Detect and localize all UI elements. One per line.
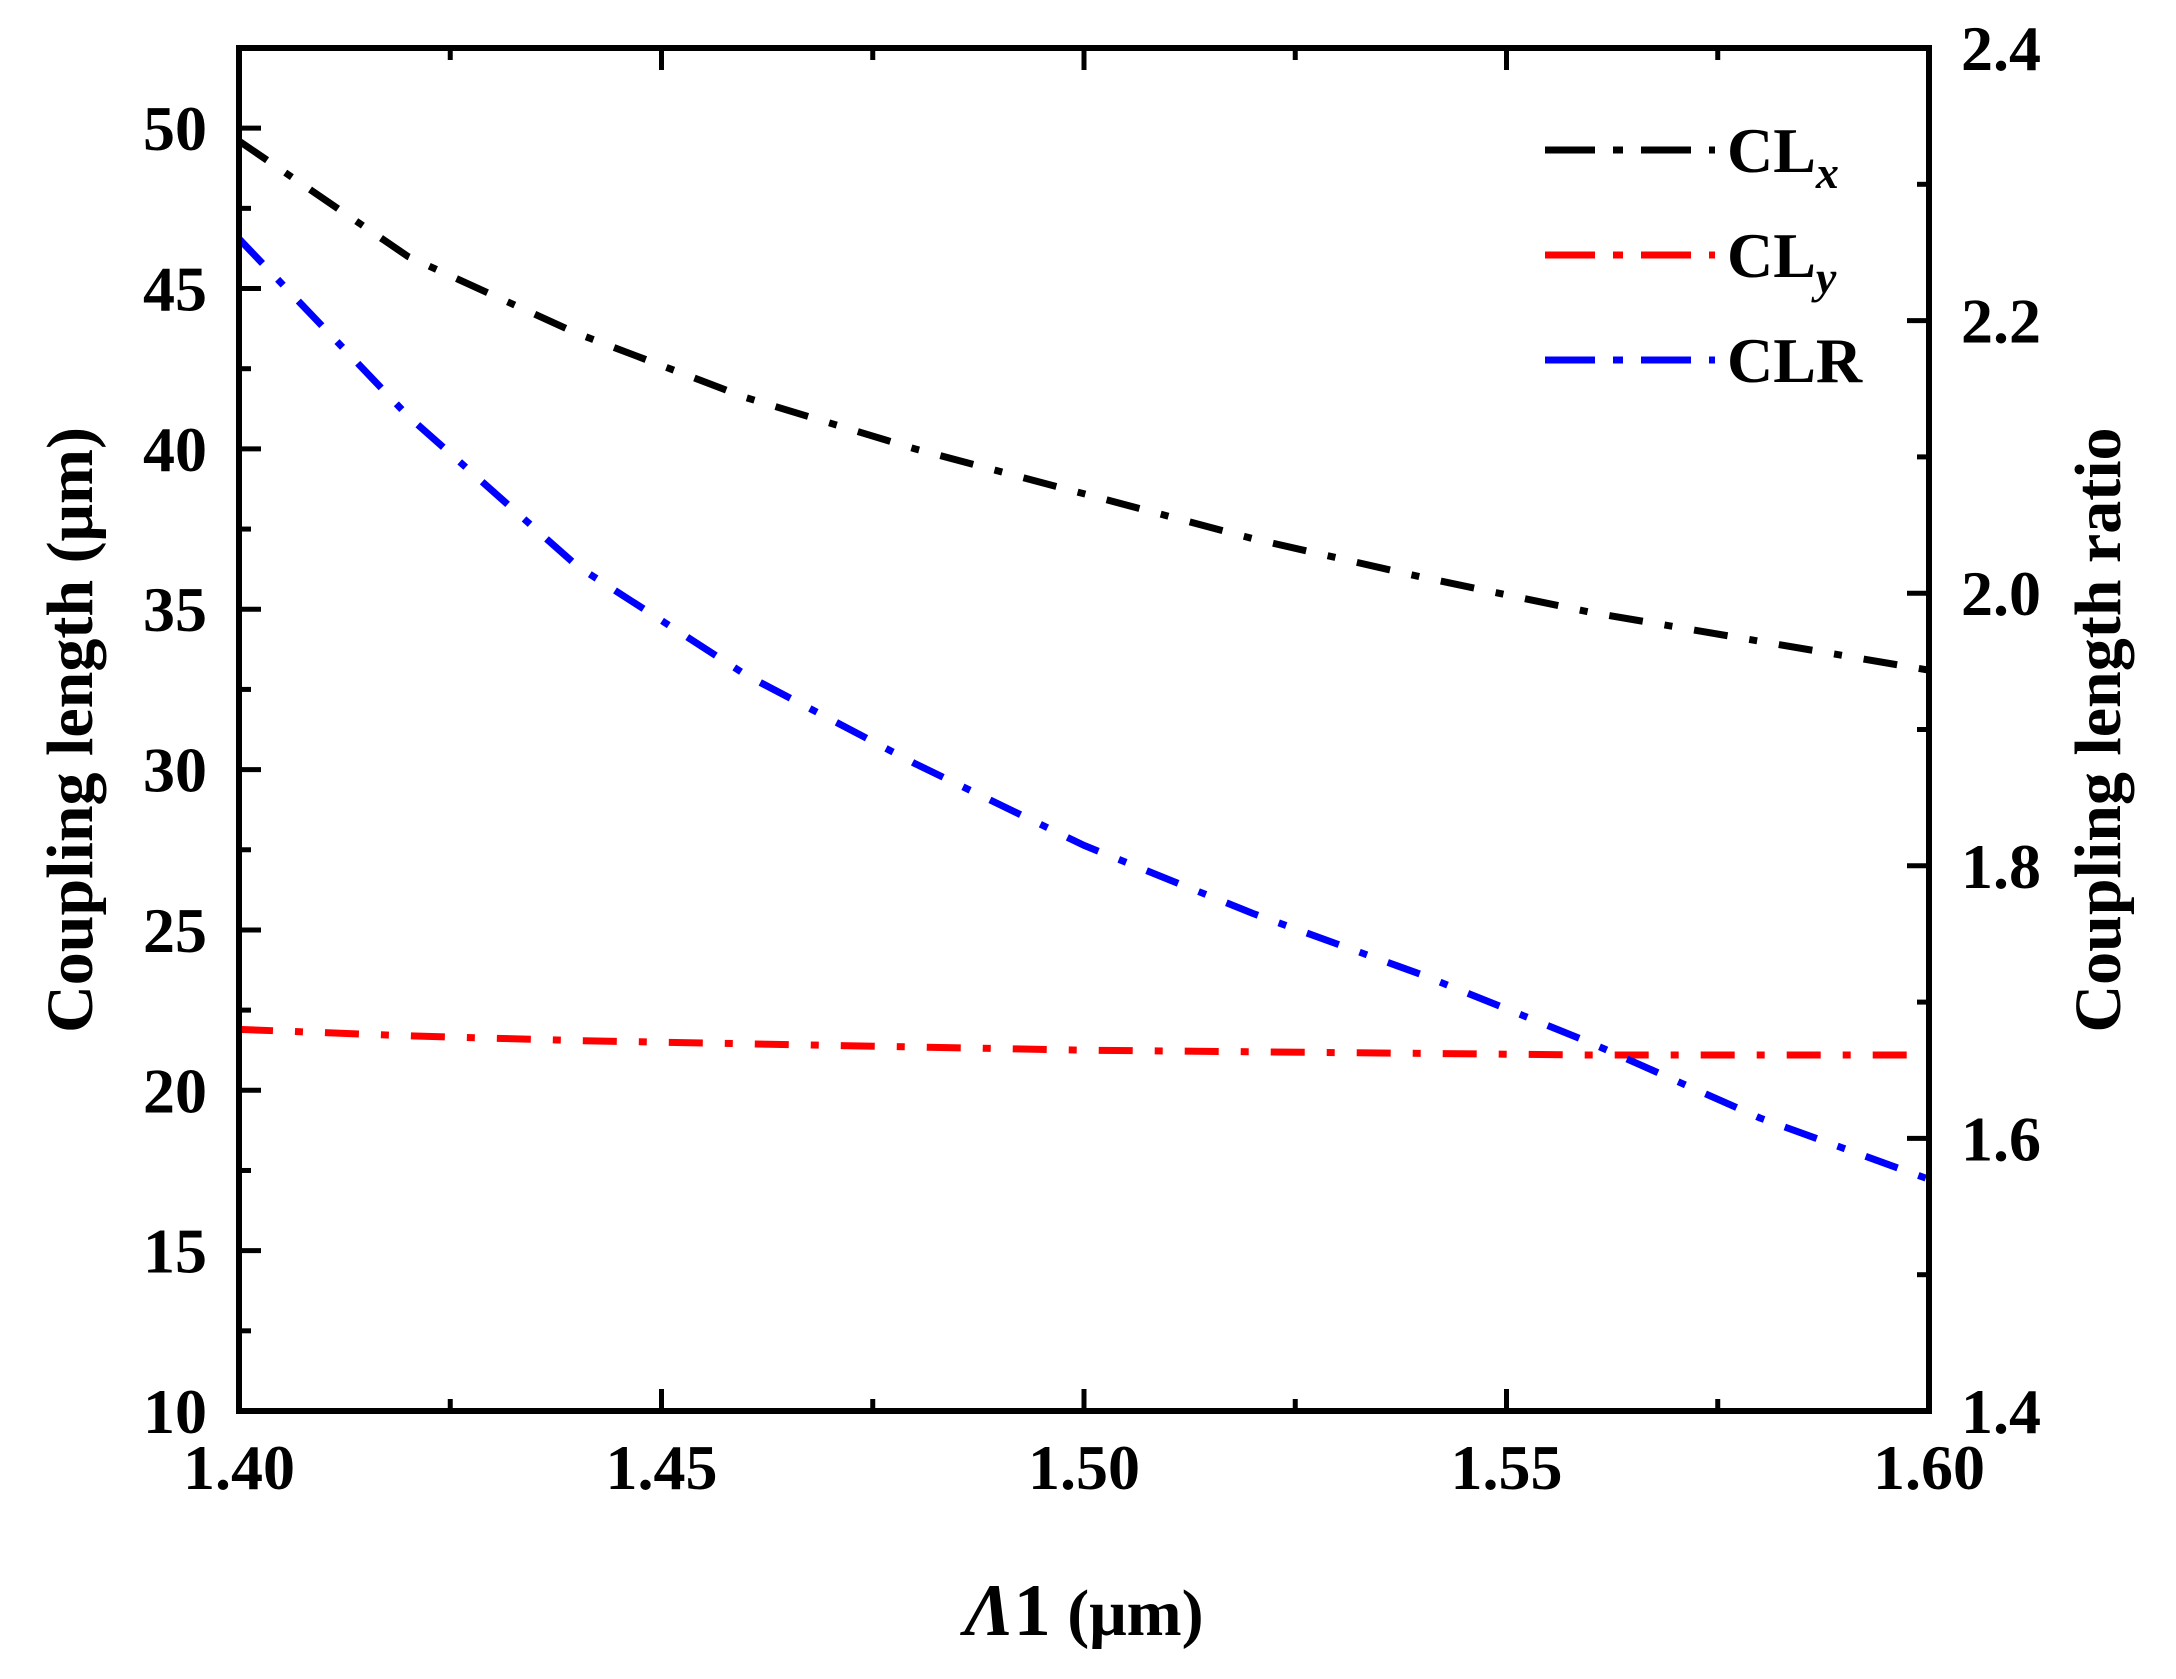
x-axis-title: Λ1 (μm) (959, 1570, 1203, 1652)
series-layer (236, 138, 1931, 1183)
y-left-tick-label: 10 (143, 1376, 207, 1447)
y-axis-left-title: Coupling length (μm) (34, 427, 107, 1033)
legend-label-cl-x: CLx (1727, 115, 1839, 198)
y-left-tick-label: 35 (143, 574, 207, 645)
y-right-tick-label: 2.2 (1961, 286, 2041, 357)
y-left-tick-label: 45 (143, 254, 207, 325)
y-right-tick-label: 1.6 (1961, 1103, 2041, 1174)
x-tick-label: 1.40 (183, 1432, 295, 1503)
y-left-tick-label: 30 (143, 735, 207, 806)
y-right-tick-label: 2.4 (1961, 13, 2041, 84)
y-axis-right-title: Coupling length ratio (2062, 427, 2135, 1032)
y-left-tick-label: 20 (143, 1055, 207, 1126)
y-left-tick-label: 15 (143, 1216, 207, 1287)
y-left-tick-label: 25 (143, 895, 207, 966)
tick-labels: 1.40 1.45 1.50 1.55 1.60 10 15 20 25 30 35 40 45 50 1.… (143, 13, 2041, 1503)
x-tick-label: 1.60 (1873, 1432, 1985, 1503)
series-line-cl-y (238, 1025, 1929, 1059)
y-right-tick-label: 1.8 (1961, 831, 2041, 902)
x-tick-label: 1.55 (1451, 1432, 1563, 1503)
y-right-tick-label: 1.4 (1961, 1376, 2041, 1447)
legend: CLx CLy CLR (1545, 115, 1863, 396)
legend-label-clr: CLR (1727, 325, 1863, 396)
y-right-tick-label: 2.0 (1961, 558, 2041, 629)
y-left-tick-label: 40 (143, 414, 207, 485)
series-line-cl-x (237, 138, 1930, 674)
x-tick-label: 1.45 (606, 1432, 718, 1503)
x-tick-label: 1.50 (1028, 1432, 1140, 1503)
series-line-clr (236, 236, 1931, 1183)
y-left-tick-label: 50 (143, 93, 207, 164)
plot-frame (236, 45, 1932, 1414)
legend-label-cl-y: CLy (1727, 220, 1837, 303)
